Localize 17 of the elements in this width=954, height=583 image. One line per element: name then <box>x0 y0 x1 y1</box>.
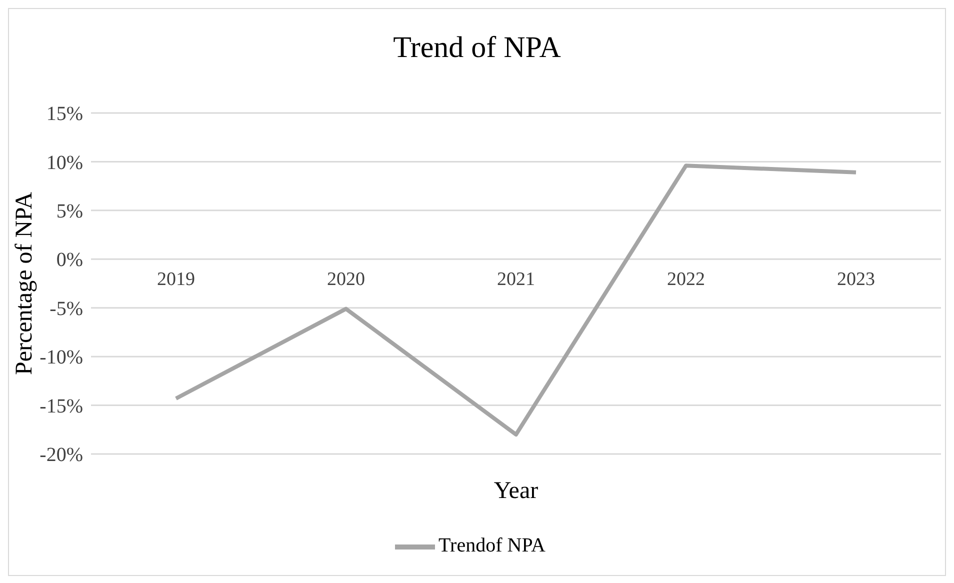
x-tick-label: 2023 <box>837 269 875 290</box>
y-tick-label: 5% <box>56 200 83 223</box>
chart-title: Trend of NPA <box>392 31 562 65</box>
y-tick-label: -5% <box>50 298 83 320</box>
x-tick-label: 2020 <box>327 269 365 290</box>
y-tick-label: 15% <box>46 103 83 126</box>
y-tick-label: -20% <box>40 444 83 466</box>
y-tick-label: 10% <box>46 152 83 174</box>
y-tick-label: -10% <box>40 346 83 369</box>
x-tick-label: 2022 <box>667 269 705 290</box>
y-tick-label: 0% <box>56 249 83 272</box>
y-axis-title: Percentage of NPA <box>12 191 38 376</box>
y-tick-label: -15% <box>40 395 83 418</box>
x-axis-title: Year <box>494 478 538 504</box>
legend-label: Trendof NPA <box>438 534 546 557</box>
x-tick-label: 2019 <box>157 269 195 290</box>
x-tick-label: 2021 <box>497 269 535 290</box>
